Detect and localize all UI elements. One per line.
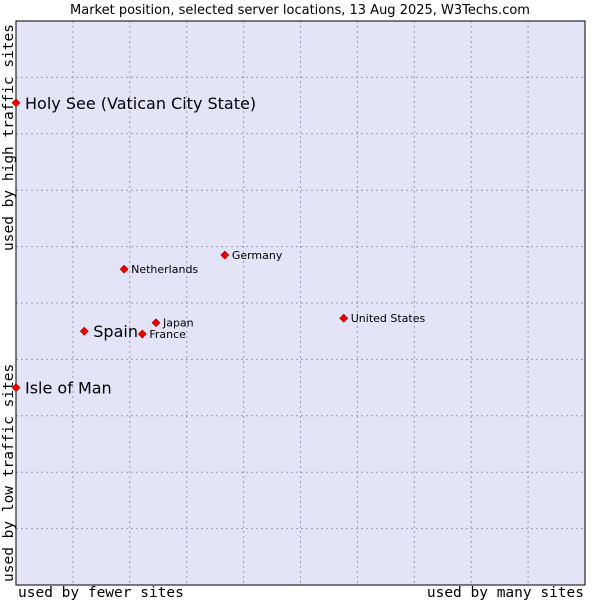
data-point-marker xyxy=(220,250,230,260)
data-point-label: Isle of Man xyxy=(25,379,112,398)
data-point-label: Netherlands xyxy=(131,263,198,276)
data-point-marker xyxy=(11,98,21,108)
y-axis-label-bottom: used by low traffic sites xyxy=(1,364,17,582)
data-point-marker xyxy=(339,313,349,323)
y-axis-label-top: used by high traffic sites xyxy=(1,24,17,251)
data-point-marker xyxy=(151,318,161,328)
chart-title: Market position, selected server locatio… xyxy=(70,3,530,18)
data-point-label: France xyxy=(149,328,186,341)
x-axis-label-right: used by many sites xyxy=(427,585,584,600)
plot-frame xyxy=(15,20,586,586)
data-point-label: United States xyxy=(351,312,426,325)
data-point-label: Spain xyxy=(93,322,138,341)
data-point-label: Germany xyxy=(232,249,283,262)
data-point-marker xyxy=(137,329,147,339)
grid-lines xyxy=(16,21,585,585)
data-point-label: Japan xyxy=(162,317,194,330)
x-axis-label-left: used by fewer sites xyxy=(18,585,184,600)
data-points: Holy See (Vatican City State) Isle of Man… xyxy=(11,94,426,398)
data-point-marker xyxy=(11,383,21,393)
data-point-label: Holy See (Vatican City State) xyxy=(25,94,256,113)
data-point-marker xyxy=(119,264,129,274)
data-point-marker xyxy=(79,326,89,336)
